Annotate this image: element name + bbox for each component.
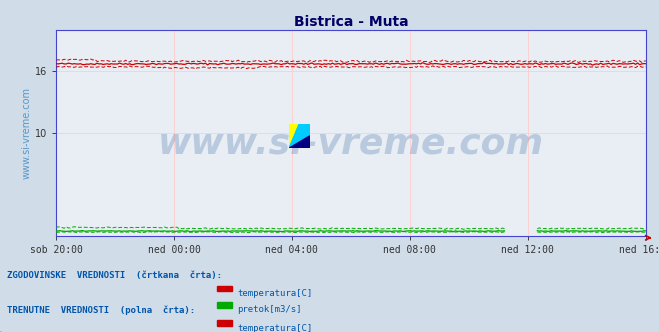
Text: ZGODOVINSKE  VREDNOSTI  (črtkana  črta):: ZGODOVINSKE VREDNOSTI (črtkana črta): bbox=[7, 271, 221, 280]
Title: Bistrica - Muta: Bistrica - Muta bbox=[294, 15, 408, 29]
Text: temperatura[C]: temperatura[C] bbox=[237, 289, 312, 298]
Y-axis label: www.si-vreme.com: www.si-vreme.com bbox=[22, 87, 32, 179]
Text: TRENUTNE  VREDNOSTI  (polna  črta):: TRENUTNE VREDNOSTI (polna črta): bbox=[7, 305, 194, 315]
Text: www.si-vreme.com: www.si-vreme.com bbox=[158, 126, 544, 160]
Text: pretok[m3/s]: pretok[m3/s] bbox=[237, 305, 302, 314]
Text: temperatura[C]: temperatura[C] bbox=[237, 324, 312, 332]
